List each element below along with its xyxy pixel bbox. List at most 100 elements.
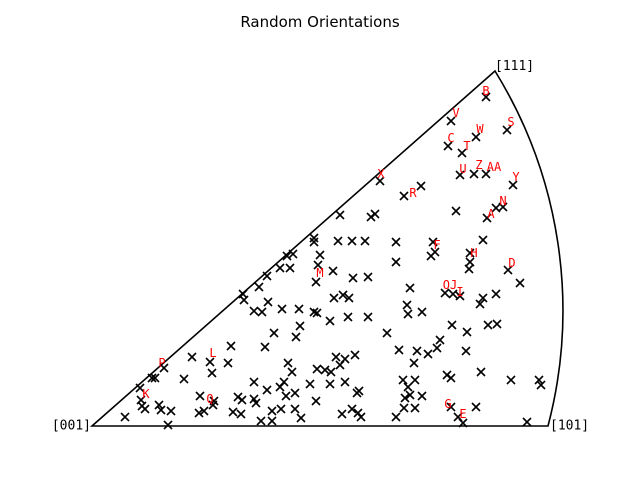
point-label: I (456, 285, 463, 299)
data-point (325, 379, 335, 389)
data-point (340, 377, 350, 387)
data-point (446, 402, 456, 412)
data-point (311, 396, 321, 406)
data-point (267, 406, 277, 416)
data-point (269, 328, 279, 338)
data-point (325, 316, 335, 326)
data-point (329, 293, 339, 303)
data-point (335, 360, 345, 370)
data-point (448, 289, 458, 299)
data-point (237, 395, 247, 405)
data-point (254, 282, 264, 292)
data-point (417, 307, 427, 317)
data-point (391, 412, 401, 422)
data-point (179, 374, 189, 384)
data-point (435, 335, 445, 345)
data-point (199, 406, 209, 416)
data-point (335, 210, 345, 220)
triangle-outline (89, 69, 564, 427)
data-point (320, 365, 330, 375)
data-point (275, 263, 285, 273)
data-point (262, 271, 272, 281)
point-label: A (487, 207, 495, 221)
data-point (312, 364, 322, 374)
data-point (399, 191, 409, 201)
data-point (432, 343, 442, 353)
data-point (458, 418, 468, 428)
data-point (166, 406, 176, 416)
data-point (228, 407, 238, 417)
data-point (465, 248, 475, 258)
data-point (405, 390, 415, 400)
data-point (311, 277, 321, 287)
data-point (226, 341, 236, 351)
point-label: B (482, 84, 489, 98)
data-point (338, 290, 348, 300)
point-label: L (209, 346, 216, 360)
data-point (447, 320, 457, 330)
data-point (515, 278, 525, 288)
data-point (205, 357, 215, 367)
data-point (403, 309, 413, 319)
data-point (260, 342, 270, 352)
data-point (443, 141, 453, 151)
data-point (156, 405, 166, 415)
data-point (333, 236, 343, 246)
data-point (391, 237, 401, 247)
data-point (350, 350, 360, 360)
point-label: M (316, 266, 323, 280)
data-point (150, 373, 160, 383)
corner-label-101: [101] (550, 419, 589, 434)
data-point (328, 266, 338, 276)
data-point (313, 260, 323, 270)
point-label: OJ (443, 278, 457, 292)
data-point (282, 251, 292, 261)
data-point (423, 349, 433, 359)
data-point (347, 404, 357, 414)
data-point (375, 176, 385, 186)
chart-title: Random Orientations (240, 13, 400, 31)
data-point (363, 272, 373, 282)
data-point (403, 382, 413, 392)
data-point (209, 396, 219, 406)
data-point (402, 300, 412, 310)
data-point (140, 404, 150, 414)
data-point (309, 237, 319, 247)
point-label: P (158, 356, 165, 370)
data-point (405, 283, 415, 293)
data-point (464, 264, 474, 274)
data-point (455, 291, 465, 301)
data-point (277, 304, 287, 314)
data-point (283, 358, 293, 368)
data-point (285, 263, 295, 273)
data-point (290, 404, 300, 414)
data-point (410, 375, 420, 385)
point-label: C (447, 131, 454, 145)
data-point (291, 332, 301, 342)
data-point (326, 367, 336, 377)
data-point (394, 345, 404, 355)
data-point (296, 413, 306, 423)
data-point (363, 312, 373, 322)
data-point (478, 235, 488, 245)
data-point (506, 375, 516, 385)
data-point (409, 358, 419, 368)
data-point (455, 170, 465, 180)
data-point (337, 409, 347, 419)
data-point (305, 379, 315, 389)
data-point (159, 363, 169, 373)
point-label: D (508, 256, 515, 270)
data-point (491, 289, 501, 299)
data-point (446, 116, 456, 126)
data-point (476, 367, 486, 377)
point-label: U (459, 162, 466, 176)
data-point (471, 402, 481, 412)
point-labels: B V W S CTU Z AA Y X R NA F H D M OJ I L P K Q GE (142, 84, 520, 421)
data-point (451, 206, 461, 216)
data-point (120, 412, 130, 422)
point-label: S (507, 115, 514, 129)
point-label: Y (512, 170, 520, 184)
data-point (426, 251, 436, 261)
data-point (195, 391, 205, 401)
